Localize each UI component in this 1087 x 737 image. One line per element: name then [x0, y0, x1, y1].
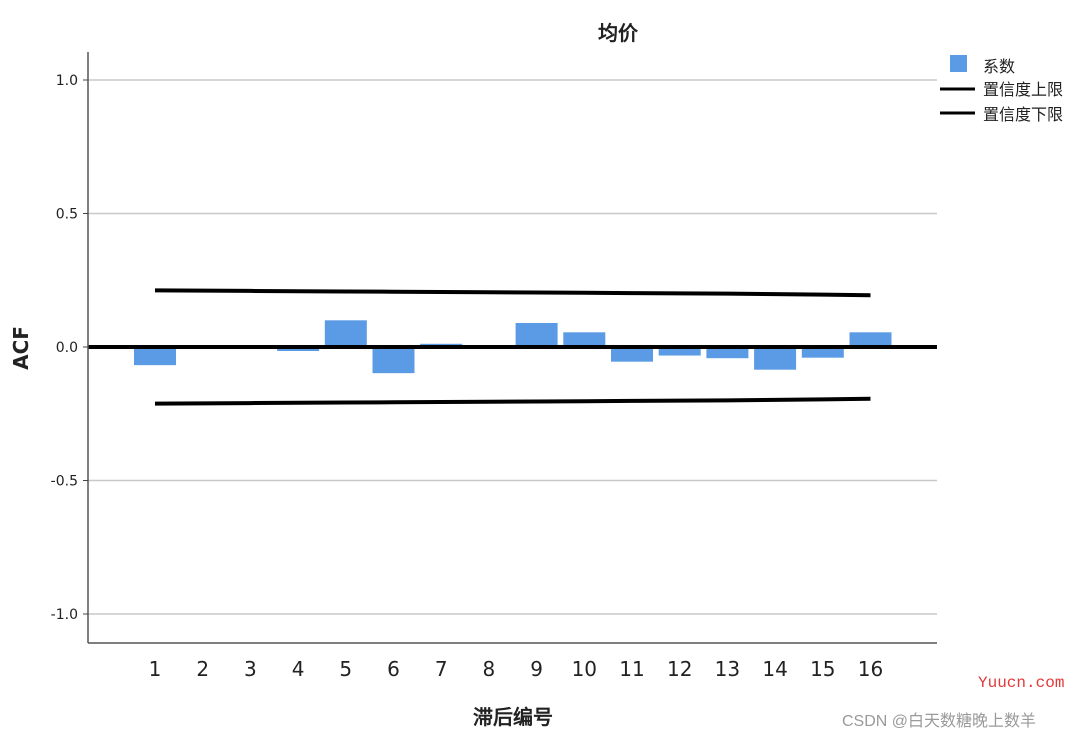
confidence-lines — [154, 288, 871, 406]
y-tick-label: -0.5 — [51, 474, 78, 490]
confidence-lower-line — [154, 396, 871, 406]
x-tick-label: 6 — [387, 657, 400, 681]
bar — [372, 347, 415, 374]
bar — [706, 347, 749, 359]
x-tick-label: 4 — [292, 657, 305, 681]
bar — [849, 332, 892, 347]
legend-label-upper: 置信度上限 — [983, 80, 1063, 99]
y-tick-label: 0.0 — [56, 340, 78, 356]
x-tick-label: 5 — [339, 657, 352, 681]
y-tick-label: -1.0 — [51, 607, 78, 623]
x-tick-labels: 1 2 3 4 5 6 7 8 9 10 11 12 13 14 15 16 — [149, 657, 884, 681]
x-tick-label: 1 — [149, 657, 162, 681]
bar — [563, 332, 606, 347]
y-tick-label: 0.5 — [56, 207, 78, 223]
x-tick-label: 9 — [530, 657, 543, 681]
x-tick-label: 8 — [483, 657, 496, 681]
bar — [754, 347, 797, 370]
bar — [324, 320, 367, 347]
grid-lines — [88, 79, 937, 615]
bar — [515, 322, 558, 347]
x-tick-label: 13 — [715, 657, 740, 681]
x-tick-label: 10 — [572, 657, 597, 681]
x-tick-label: 15 — [810, 657, 835, 681]
x-tick-label: 2 — [196, 657, 209, 681]
x-axis-label: 滞后编号 — [473, 705, 553, 729]
bar — [658, 347, 701, 356]
x-tick-label: 14 — [762, 657, 787, 681]
y-tick-labels: 1.0 0.5 0.0 -0.5 -1.0 — [51, 73, 88, 623]
chart-title: 均价 — [598, 21, 639, 45]
legend: 系数 置信度上限 置信度下限 — [940, 55, 1063, 124]
bar — [134, 347, 176, 366]
x-tick-label: 11 — [619, 657, 644, 681]
y-tick-label: 1.0 — [56, 73, 78, 89]
legend-swatch-coefficient — [950, 55, 967, 72]
bars — [134, 320, 892, 374]
confidence-upper-line — [154, 288, 871, 298]
y-axis-label: ACF — [9, 326, 33, 370]
x-tick-label: 7 — [435, 657, 448, 681]
legend-label-lower: 置信度下限 — [983, 105, 1063, 124]
bar — [801, 347, 844, 358]
watermark-csdn: CSDN @白天数糖晚上数羊 — [842, 713, 1037, 730]
x-tick-label: 12 — [667, 657, 692, 681]
watermark-yuucn: Yuucn.com — [978, 674, 1065, 692]
x-tick-label: 3 — [244, 657, 257, 681]
x-tick-label: 16 — [858, 657, 883, 681]
bar — [277, 347, 320, 352]
legend-label-coefficient: 系数 — [983, 57, 1015, 76]
bar — [611, 347, 653, 362]
